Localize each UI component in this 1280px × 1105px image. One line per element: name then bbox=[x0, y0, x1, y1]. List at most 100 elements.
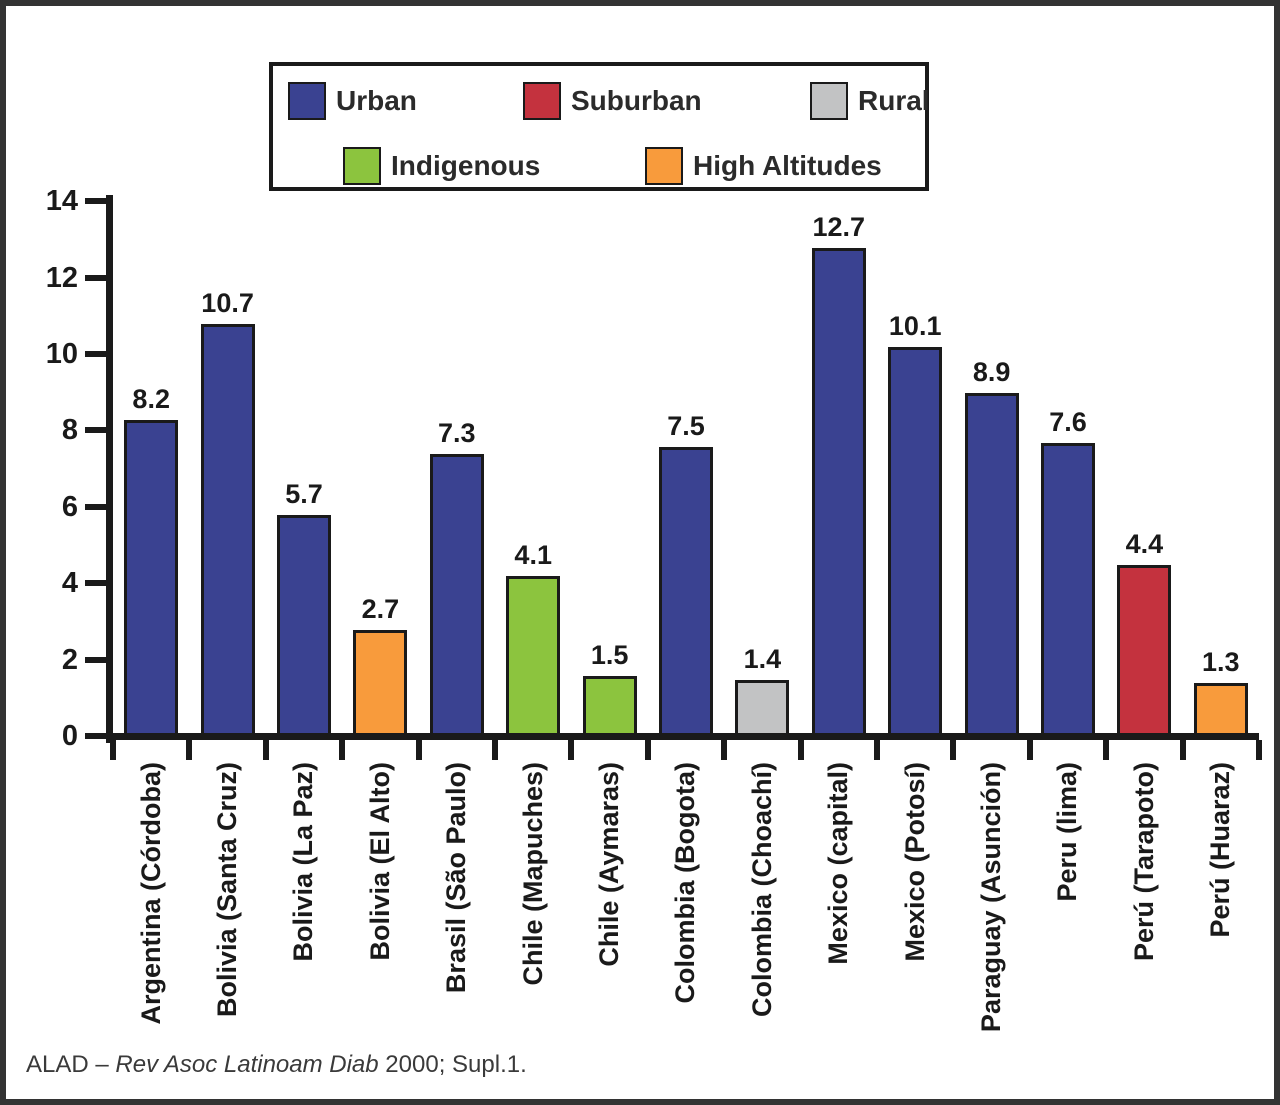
x-category-label-text: Colombia (Choachí) bbox=[746, 762, 777, 1017]
x-category-label: Paraguay (Asunción) bbox=[953, 762, 1029, 1062]
x-category-label: Perú (Tarapoto) bbox=[1106, 762, 1182, 1062]
legend-item-suburban: Suburban bbox=[523, 82, 702, 120]
bar bbox=[353, 629, 408, 733]
bar-value-label: 12.7 bbox=[812, 211, 866, 242]
legend-swatch-icon bbox=[343, 147, 381, 185]
x-tick bbox=[492, 740, 498, 760]
x-category-label: Chile (Mapuches) bbox=[495, 762, 571, 1062]
x-category-label-text: Argentina (Córdoba) bbox=[135, 762, 166, 1025]
y-tick-label: 12 bbox=[45, 261, 78, 294]
y-tick-label: 14 bbox=[45, 185, 78, 218]
bar-value-label: 1.4 bbox=[743, 643, 782, 674]
legend-swatch-icon bbox=[645, 147, 683, 185]
x-category-label-text: Colombia (Bogota) bbox=[670, 762, 701, 1004]
bar-value-label: 4.1 bbox=[514, 540, 552, 571]
x-category-label-text: Brasil (São Paulo) bbox=[441, 762, 472, 994]
x-tick bbox=[110, 740, 116, 760]
legend-label: Rural bbox=[858, 85, 930, 116]
bar bbox=[277, 515, 331, 733]
legend-swatch-icon bbox=[288, 82, 326, 120]
x-category-label: Colombia (Choachí) bbox=[724, 762, 800, 1062]
legend-swatch-icon bbox=[810, 82, 848, 120]
x-tick bbox=[339, 740, 346, 760]
bar bbox=[124, 419, 179, 733]
y-axis-line bbox=[106, 195, 113, 743]
x-category-label-text: Mexico (capital) bbox=[823, 762, 854, 965]
x-axis-line bbox=[106, 733, 1259, 740]
legend-label: High Altitudes bbox=[693, 150, 882, 181]
bar-value-label: 10.1 bbox=[888, 311, 942, 342]
bar-value-label: 2.7 bbox=[361, 593, 400, 624]
x-category-label: Argentina (Córdoba) bbox=[113, 762, 189, 1062]
legend-item-urban: Urban bbox=[288, 82, 417, 120]
x-category-label: Bolivia (La Paz) bbox=[266, 762, 342, 1062]
legend-item-high-altitudes: High Altitudes bbox=[645, 147, 882, 185]
x-category-label-text: Perú (Tarapoto) bbox=[1128, 762, 1159, 962]
y-tick bbox=[85, 580, 106, 587]
bar bbox=[888, 347, 943, 733]
x-tick bbox=[568, 740, 575, 760]
bar bbox=[964, 393, 1019, 733]
x-tick bbox=[415, 740, 422, 760]
x-tick bbox=[1026, 740, 1033, 760]
y-tick-label: 2 bbox=[61, 643, 78, 676]
y-tick-label: 0 bbox=[61, 720, 78, 752]
bar bbox=[582, 675, 637, 733]
legend-label: Urban bbox=[336, 85, 417, 116]
x-category-label-text: Perú (Huaraz) bbox=[1205, 762, 1236, 938]
x-category-label-text: Chile (Aymaras) bbox=[594, 762, 625, 967]
bar bbox=[659, 446, 713, 733]
bar-value-label: 7.3 bbox=[438, 418, 476, 449]
x-tick bbox=[950, 740, 957, 760]
x-category-label-text: Peru (lima) bbox=[1052, 762, 1083, 902]
bar-value-label: 8.2 bbox=[132, 383, 170, 414]
legend-item-indigenous: Indigenous bbox=[343, 147, 540, 185]
y-tick-label: 6 bbox=[61, 490, 78, 523]
bar-value-label: 4.4 bbox=[1125, 528, 1164, 559]
x-tick bbox=[1179, 740, 1186, 760]
legend-item-rural: Rural bbox=[810, 82, 930, 120]
y-tick bbox=[85, 274, 106, 281]
bar bbox=[200, 324, 255, 733]
x-tick bbox=[721, 740, 728, 760]
bar bbox=[1117, 564, 1172, 733]
x-category-label-text: Paraguay (Asunción) bbox=[976, 762, 1007, 1033]
x-tick bbox=[1256, 740, 1262, 760]
bar-value-label: 5.7 bbox=[285, 479, 323, 510]
x-category-label-text: Chile (Mapuches) bbox=[517, 762, 548, 986]
x-category-label: Bolivia (Santa Cruz) bbox=[189, 762, 265, 1062]
x-tick bbox=[262, 740, 269, 760]
x-tick bbox=[1103, 740, 1110, 760]
y-tick bbox=[85, 351, 106, 357]
bar-value-label: 7.6 bbox=[1049, 406, 1087, 437]
legend: Urban Suburban Rural Indigenous High Altitud… bbox=[269, 62, 930, 191]
x-tick bbox=[644, 740, 651, 760]
x-category-label-text: Bolivia (Santa Cruz) bbox=[212, 762, 243, 1018]
bar bbox=[429, 454, 484, 733]
y-tick bbox=[85, 198, 106, 205]
bar-value-label: 8.9 bbox=[972, 357, 1011, 388]
legend-swatch-icon bbox=[523, 82, 561, 120]
bar-value-label: 1.5 bbox=[590, 639, 629, 670]
x-category-label: Mexico (Potosí) bbox=[877, 762, 953, 1062]
x-category-label-text: Mexico (Potosí) bbox=[899, 762, 930, 962]
x-category-label: Mexico (capital) bbox=[801, 762, 877, 1062]
bar bbox=[735, 679, 790, 733]
y-tick bbox=[85, 503, 106, 510]
y-tick bbox=[85, 427, 106, 434]
x-category-label-text: Bolivia (La Paz) bbox=[288, 762, 319, 962]
bar bbox=[811, 247, 866, 733]
x-category-label: Colombia (Bogota) bbox=[648, 762, 724, 1062]
x-category-label: Bolivia (El Alto) bbox=[342, 762, 418, 1062]
x-tick bbox=[797, 740, 804, 760]
y-tick bbox=[85, 656, 106, 663]
y-tick-label: 8 bbox=[61, 414, 78, 447]
bar-value-label: 7.5 bbox=[667, 410, 705, 441]
x-category-label: Perú (Huaraz) bbox=[1183, 762, 1259, 1062]
bar bbox=[1193, 683, 1248, 733]
y-tick-label: 4 bbox=[61, 567, 78, 600]
x-category-label: Brasil (São Paulo) bbox=[419, 762, 495, 1062]
legend-label: Suburban bbox=[571, 85, 702, 116]
x-category-label: Chile (Aymaras) bbox=[571, 762, 647, 1062]
